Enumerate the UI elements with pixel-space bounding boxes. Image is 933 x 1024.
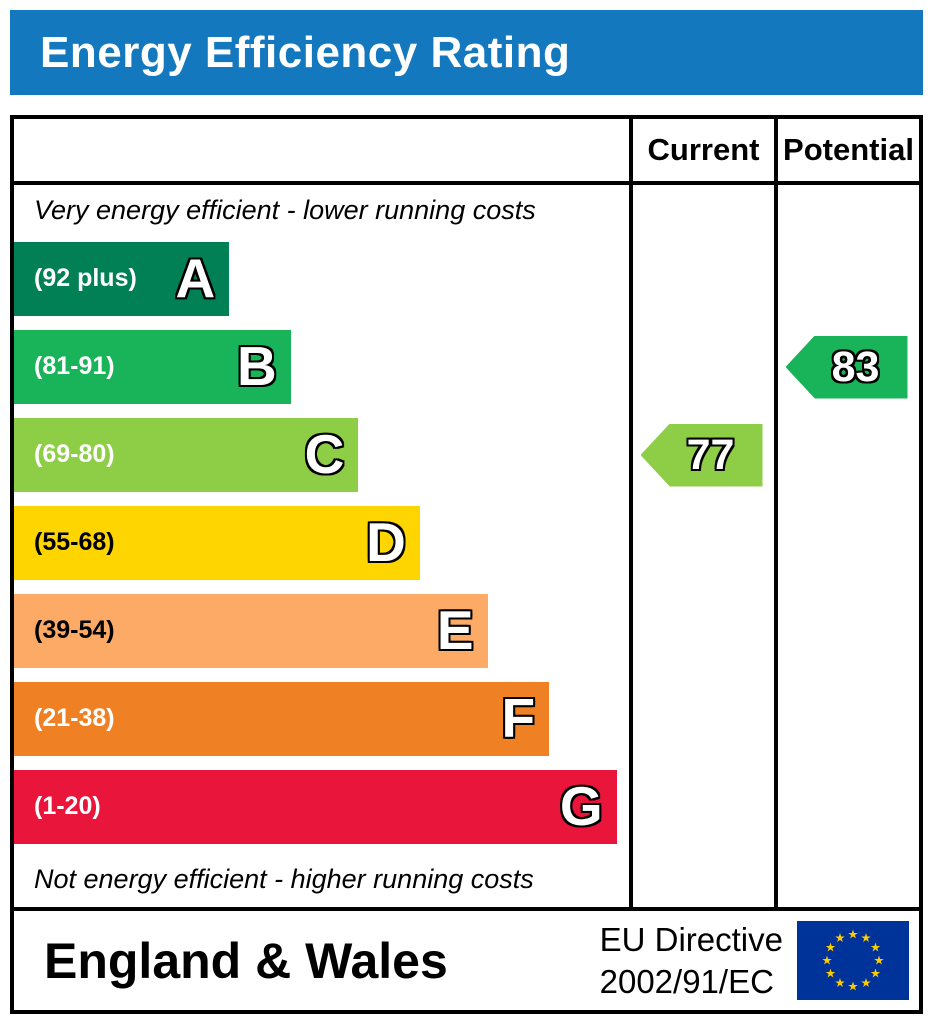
band-bar-d: (55-68) D	[14, 505, 420, 581]
directive-block: EU Directive 2002/91/EC	[600, 919, 909, 1002]
top-note: Very energy efficient - lower running co…	[34, 194, 536, 225]
band-bar-g: (1-20) G	[14, 769, 617, 845]
potential-column-divider	[774, 185, 919, 907]
potential-rating-arrow: 83	[774, 323, 919, 411]
band-bar-a: (92 plus) A	[14, 241, 230, 317]
band-range-label: (92 plus)	[34, 264, 137, 293]
band-range-label: (21-38)	[34, 704, 115, 733]
eu-directive-text: EU Directive 2002/91/EC	[600, 919, 783, 1002]
band-range-label: (1-20)	[34, 792, 101, 821]
bottom-note: Not energy efficient - higher running co…	[34, 863, 534, 894]
current-rating-value: 77	[686, 430, 735, 479]
eu-directive-line2: 2002/91/EC	[599, 962, 774, 1000]
region-label: England & Wales	[44, 932, 448, 989]
band-letter: C	[304, 423, 345, 486]
band-row-e: (39-54) E	[14, 587, 629, 675]
band-bar-c: (69-80) C	[14, 417, 359, 493]
band-range-label: (81-91)	[34, 352, 115, 381]
band-letter: A	[175, 247, 216, 310]
band-letter: F	[501, 687, 536, 750]
rating-table: Current Potential Very energy efficient …	[10, 115, 923, 1014]
band-letter: E	[436, 599, 474, 662]
band-range-label: (55-68)	[34, 528, 115, 557]
column-header-potential: Potential	[774, 119, 919, 181]
band-range-label: (39-54)	[34, 616, 115, 645]
band-row-f: (21-38) F	[14, 675, 629, 763]
page-title: Energy Efficiency Rating	[40, 27, 571, 77]
band-letter: B	[237, 335, 277, 398]
band-row-g: (1-20) G	[14, 763, 629, 851]
potential-arrow-shape: 83	[785, 335, 908, 399]
band-bar-b: (81-91) B	[14, 329, 291, 405]
eu-flag-icon	[797, 921, 909, 1000]
chart-body: Very energy efficient - lower running co…	[14, 185, 919, 907]
title-bar: Energy Efficiency Rating	[10, 10, 923, 95]
band-letter: D	[366, 511, 406, 574]
current-arrow-shape: 77	[640, 423, 763, 487]
footer-bar: England & Wales EU Directive 2002/91/EC	[14, 907, 919, 1010]
potential-rating-value: 83	[831, 342, 880, 391]
eu-directive-line1: EU Directive	[599, 921, 783, 959]
band-row-b: (81-91) B	[14, 323, 629, 411]
band-row-c: (69-80) C	[14, 411, 629, 499]
band-range-label: (69-80)	[34, 440, 115, 469]
band-row-a: (92 plus) A	[14, 235, 629, 323]
column-header-current: Current	[629, 119, 774, 181]
band-letter: G	[559, 775, 603, 838]
current-column-divider	[629, 185, 774, 907]
column-header-spacer	[14, 119, 629, 181]
current-rating-arrow: 77	[629, 411, 774, 499]
column-header-row: Current Potential	[14, 119, 919, 185]
band-bar-f: (21-38) F	[14, 681, 550, 757]
band-row-d: (55-68) D	[14, 499, 629, 587]
band-bar-e: (39-54) E	[14, 593, 488, 669]
